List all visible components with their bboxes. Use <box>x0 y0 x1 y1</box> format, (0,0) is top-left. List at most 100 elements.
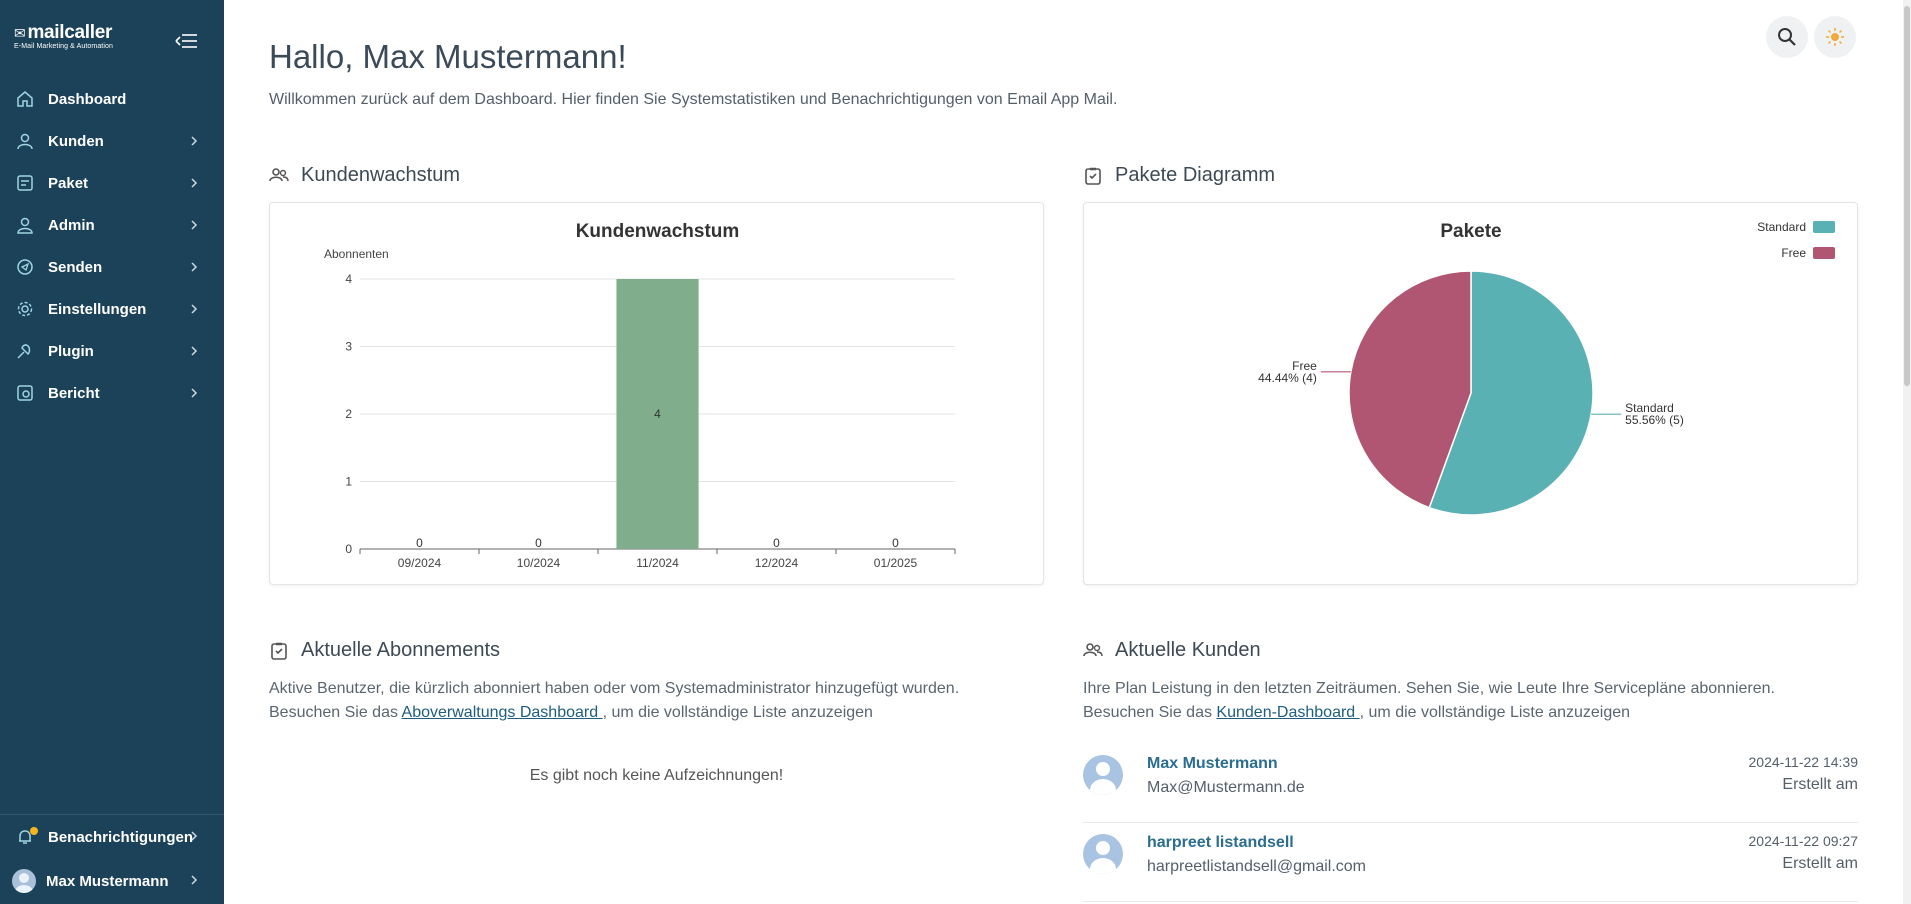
sidebar-item-label: Senden <box>48 258 103 276</box>
scrollbar-thumb[interactable] <box>1904 6 1910 386</box>
subs-desc-line2: Besuchen Sie das Aboverwaltungs Dashboar… <box>269 701 1049 725</box>
theme-toggle-button[interactable] <box>1814 16 1856 58</box>
legend-swatch <box>1813 221 1835 233</box>
customer-email: harpreetlistandsell@gmail.com <box>1147 858 1366 875</box>
sidebar-item-notifications[interactable]: Benachrichtigungen <box>0 815 224 859</box>
chevron-right-icon <box>191 346 198 356</box>
send-icon <box>16 258 34 276</box>
sidebar-item-user[interactable]: Max Mustermann <box>0 859 224 903</box>
sidebar-item-plugin[interactable]: Plugin <box>0 330 224 372</box>
y-axis-label: Abonnenten <box>324 247 389 261</box>
section-title-text: Kundenwachstum <box>301 164 460 186</box>
chevron-right-icon <box>191 875 198 885</box>
notification-dot <box>30 827 38 835</box>
growth-bar-chart: Kundenwachstum Abonnenten 0 1 2 3 4 09/2024 0 10/… <box>324 221 956 570</box>
x-tick-label: 09/2024 <box>398 556 442 570</box>
customer-row[interactable]: Max Mustermann Max@Mustermann.de 2024-11… <box>1083 745 1858 823</box>
clipboard-check-icon <box>271 642 287 660</box>
customer-created-label: Erstellt am <box>1782 776 1858 793</box>
chevron-right-icon <box>191 388 198 398</box>
customer-timestamp: 2024-11-22 14:39 <box>1748 754 1859 770</box>
customer-row[interactable]: harpreet listandsell harpreetlistandsell… <box>1083 824 1858 902</box>
welcome-text: Willkommen zurück auf dem Dashboard. Hie… <box>269 91 1118 108</box>
subs-description: Aktive Benutzer, die kürzlich abonniert … <box>269 677 1049 725</box>
section-title-text: Aktuelle Abonnements <box>301 639 501 661</box>
sidebar-item-label: Benachrichtigungen <box>48 828 194 846</box>
sidebar: ✉ mailcaller E-Mail Marketing & Automatio… <box>0 0 224 904</box>
sidebar-item-bericht[interactable]: Bericht <box>0 372 224 414</box>
sidebar-item-label: Bericht <box>48 384 100 402</box>
brand-tagline: E-Mail Marketing & Automation <box>14 43 113 50</box>
pie-slice <box>1428 270 1594 516</box>
cust-desc-line2: Besuchen Sie das Kunden-Dashboard , um d… <box>1083 701 1873 725</box>
subs-desc-line1: Aktive Benutzer, die kürzlich abonniert … <box>269 680 960 697</box>
x-tick-label: 12/2024 <box>755 556 799 570</box>
pie-label-value: 44.44% (4) <box>1258 371 1317 385</box>
bar-value-label: 4 <box>654 407 661 421</box>
chevron-right-icon <box>191 136 198 146</box>
avatar <box>12 869 36 893</box>
report-icon <box>16 384 34 402</box>
scrollbar[interactable] <box>1903 0 1911 904</box>
cust-desc-suffix: , um die vollständige Liste anzuzeigen <box>1359 704 1631 721</box>
subs-section-title: Aktuelle Abonnements <box>269 639 500 662</box>
sidebar-toggle-icon[interactable] <box>170 30 200 52</box>
sidebar-item-kunden[interactable]: Kunden <box>0 120 224 162</box>
chevron-right-icon <box>191 831 198 841</box>
chevron-right-icon <box>191 178 198 188</box>
y-tick-label: 4 <box>345 272 352 286</box>
customers-section-title: Aktuelle Kunden <box>1083 639 1261 662</box>
pie-label-value: 55.56% (5) <box>1625 413 1684 427</box>
bar <box>616 279 699 549</box>
bar-value-label: 0 <box>892 536 899 550</box>
subs-desc-prefix: Besuchen Sie das <box>269 704 402 721</box>
y-tick-label: 1 <box>345 475 352 489</box>
plugin-icon <box>16 342 34 360</box>
page-title: Hallo, Max Mustermann! <box>269 38 627 75</box>
sidebar-item-label: Kunden <box>48 132 104 150</box>
sidebar-item-senden[interactable]: Senden <box>0 246 224 288</box>
cust-desc-line1: Ihre Plan Leistung in den letzten Zeiträ… <box>1083 680 1775 697</box>
sidebar-item-label: Paket <box>48 174 89 192</box>
package-icon <box>16 174 34 192</box>
admin-icon <box>16 216 34 234</box>
sidebar-item-label: Max Mustermann <box>46 872 169 890</box>
x-tick-label: 01/2025 <box>874 556 918 570</box>
home-icon <box>16 90 34 108</box>
pie-slice <box>1348 270 1472 509</box>
customer-name[interactable]: Max Mustermann <box>1147 755 1278 772</box>
bar-value-label: 0 <box>416 536 423 550</box>
bar-value-label: 0 <box>773 536 780 550</box>
empty-records-message: Es gibt noch keine Aufzeichnungen! <box>529 767 784 784</box>
gear-icon <box>16 300 34 318</box>
search-button[interactable] <box>1766 16 1808 58</box>
customer-name[interactable]: harpreet listandsell <box>1147 834 1294 851</box>
customers-dashboard-link[interactable]: Kunden-Dashboard <box>1216 704 1360 721</box>
sidebar-item-einstellungen[interactable]: Einstellungen <box>0 288 224 330</box>
packages-chart-card: Pakete Standard 55.56% (5) Free 44.44% (4) St… <box>1083 202 1858 585</box>
bell-icon <box>16 828 34 846</box>
sidebar-item-label: Dashboard <box>48 90 127 108</box>
chart-title: Pakete <box>1440 221 1501 242</box>
pie-label-name: Standard <box>1625 401 1674 415</box>
growth-section-title: Kundenwachstum <box>269 164 460 187</box>
section-title-text: Pakete Diagramm <box>1115 164 1276 186</box>
brand-logo[interactable]: ✉ mailcaller E-Mail Marketing & Automatio… <box>14 22 144 52</box>
sidebar-footer: Benachrichtigungen Max Mustermann <box>0 814 224 903</box>
search-icon <box>1778 28 1796 46</box>
y-tick-label: 2 <box>345 407 352 421</box>
pie-label-name: Free <box>1292 359 1317 373</box>
users-icon <box>1083 642 1103 656</box>
y-tick-label: 0 <box>345 542 352 556</box>
sidebar-item-paket[interactable]: Paket <box>0 162 224 204</box>
subscriptions-dashboard-link[interactable]: Aboverwaltungs Dashboard <box>401 704 603 721</box>
envelope-icon: ✉ <box>14 24 26 41</box>
sidebar-item-label: Einstellungen <box>48 300 147 318</box>
packages-section-title: Pakete Diagramm <box>1083 164 1275 187</box>
legend-label: Standard <box>1757 220 1806 234</box>
sidebar-item-dashboard[interactable]: Dashboard <box>0 78 224 120</box>
customer-created-label: Erstellt am <box>1782 855 1858 872</box>
subs-desc-suffix: , um die vollständige Liste anzuzeigen <box>602 704 873 721</box>
sidebar-item-admin[interactable]: Admin <box>0 204 224 246</box>
chart-title: Kundenwachstum <box>576 221 740 242</box>
